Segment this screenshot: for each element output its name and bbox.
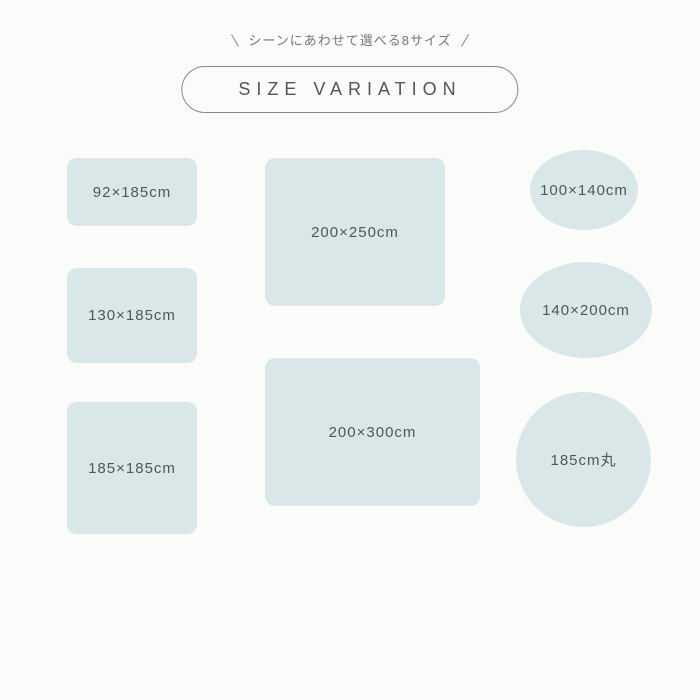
size-label: 185cm丸: [550, 449, 616, 470]
title-text: SIZE VARIATION: [238, 79, 461, 99]
title-pill: SIZE VARIATION: [181, 66, 518, 113]
size-rect-200x300: 200×300cm: [265, 358, 480, 506]
size-rect-92x185: 92×185cm: [67, 158, 197, 226]
size-rect-200x250: 200×250cm: [265, 158, 445, 306]
size-rect-130x185: 130×185cm: [67, 268, 197, 363]
size-oval-140x200: 140×200cm: [520, 262, 652, 358]
size-label: 200×300cm: [329, 424, 417, 441]
size-label: 140×200cm: [542, 302, 630, 319]
size-label: 130×185cm: [88, 307, 176, 324]
size-label: 200×250cm: [311, 224, 399, 241]
size-label: 92×185cm: [93, 184, 171, 201]
size-oval-100x140: 100×140cm: [530, 150, 638, 230]
size-label: 100×140cm: [540, 182, 628, 199]
size-label: 185×185cm: [88, 460, 176, 477]
size-circle-185: 185cm丸: [516, 392, 651, 527]
subtitle-wrap: シーンにあわせて選べる8サイズ: [0, 30, 700, 50]
subtitle-text: シーンにあわせて選べる8サイズ: [230, 30, 469, 49]
size-rect-185x185: 185×185cm: [67, 402, 197, 534]
